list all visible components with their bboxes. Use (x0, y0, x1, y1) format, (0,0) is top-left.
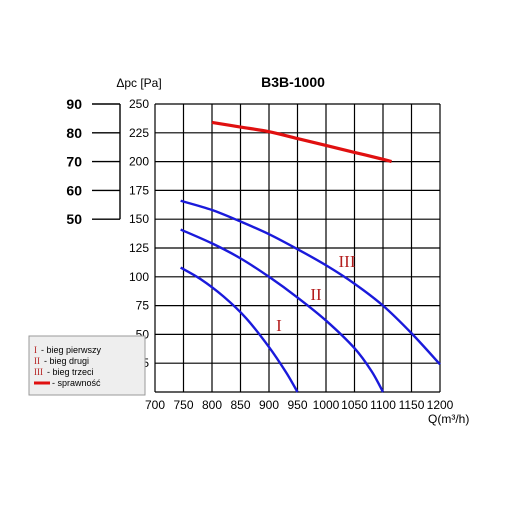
curves (180, 120, 441, 393)
y-tick-label: 125 (129, 241, 149, 255)
y-tick-label: 100 (129, 270, 149, 284)
legend-text-I: - bieg pierwszy (41, 345, 102, 355)
x-tick-label: 700 (145, 398, 165, 412)
y-tick-label: 175 (129, 183, 149, 197)
x-tick-label: 1000 (313, 398, 340, 412)
y-tick-label: 150 (129, 212, 149, 226)
series-line-III (180, 199, 441, 366)
efficiency-tick-label: 80 (66, 125, 82, 141)
legend-text-II: - bieg drugi (44, 356, 89, 366)
curve-label-II: II (310, 285, 322, 304)
y-tick-label: 250 (129, 97, 149, 111)
y-tick-label: 200 (129, 155, 149, 169)
legend: I - bieg pierwszy II - bieg drugi III - … (28, 335, 146, 396)
efficiency-tick-label: 70 (66, 154, 82, 170)
series-line-I (180, 266, 299, 393)
legend-text-III: - bieg trzeci (47, 367, 94, 377)
series-line-II (180, 228, 385, 393)
y-axis-label: Δpc [Pa] (116, 76, 161, 90)
y-tick-label: 75 (136, 299, 150, 313)
grid (154, 103, 441, 393)
efficiency-axis: 90 80 70 60 50 (66, 96, 121, 227)
efficiency-tick-label: 50 (66, 211, 82, 227)
series-line-efficiency (211, 120, 392, 164)
x-tick-label: 800 (202, 398, 222, 412)
chart-title: B3B-1000 (261, 74, 325, 90)
legend-box (28, 335, 146, 396)
legend-symbol-II: II (34, 356, 40, 366)
x-tick-label: 750 (173, 398, 193, 412)
legend-symbol-I: I (34, 345, 37, 355)
curve-label-I: I (276, 316, 282, 335)
x-tick-label: 1200 (427, 398, 454, 412)
y-tick-label: 225 (129, 126, 149, 140)
x-tick-label: 950 (287, 398, 307, 412)
x-tick-label: 1100 (370, 398, 396, 412)
legend-symbol-III: III (34, 367, 43, 377)
x-tick-label: 1150 (399, 398, 425, 412)
curve-label-III: III (339, 252, 356, 271)
legend-text-efficiency: - sprawność (52, 378, 101, 388)
x-tick-label: 900 (259, 398, 279, 412)
x-tick-label: 850 (230, 398, 250, 412)
efficiency-tick-label: 60 (66, 182, 82, 198)
x-tick-label: 1050 (341, 398, 368, 412)
x-axis-label: Q(m³/h) (428, 412, 469, 426)
efficiency-tick-label: 90 (66, 96, 82, 112)
